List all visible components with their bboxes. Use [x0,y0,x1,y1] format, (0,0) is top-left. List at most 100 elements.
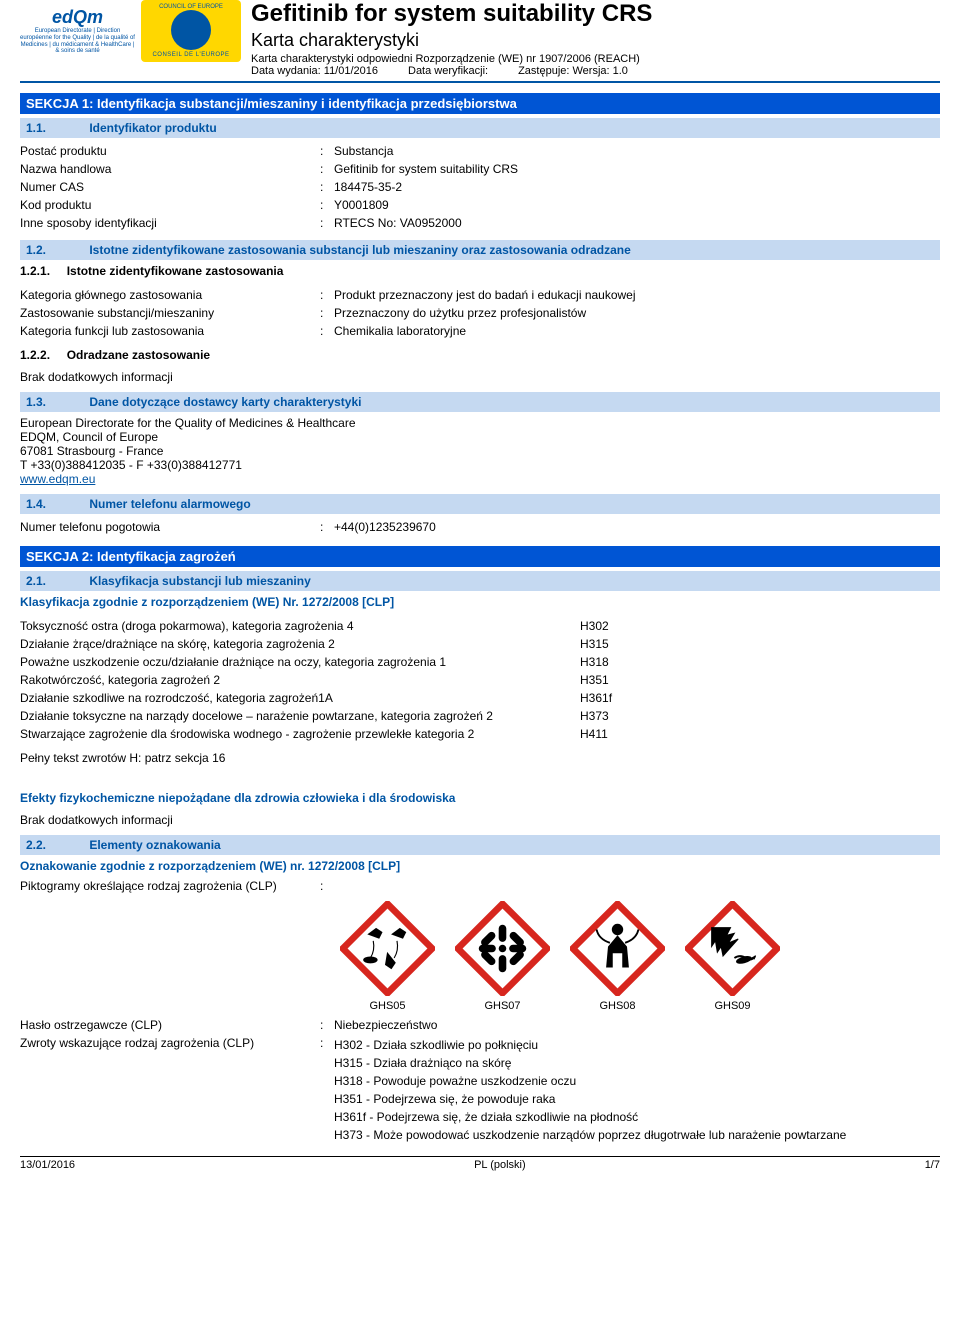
supplier-link[interactable]: www.edqm.eu [20,472,95,486]
kv-value: Przeznaczony do użytku przez profesjonal… [334,306,940,320]
hazard-statement: H373 - Może powodować uszkodzenie narząd… [334,1126,940,1144]
footer-page: 1/7 [925,1159,940,1171]
sub-1-2-1-num: 1.2.1. [20,264,50,278]
supplier-block: European Directorate for the Quality of … [20,412,940,490]
class-label: Działanie toksyczne na narządy docelowe … [20,709,580,723]
doc-title: Gefitinib for system suitability CRS [251,0,940,28]
class-code: H361f [580,691,660,705]
section-1-1-rows: Postać produktu:SubstancjaNazwa handlowa… [20,138,940,236]
kv-label: Zastosowanie substancji/mieszaniny [20,306,320,320]
class-code: H373 [580,709,660,723]
subsection-1-2: 1.2. Istotne zidentyfikowane zastosowani… [20,240,940,260]
footer-lang: PL (polski) [474,1159,526,1171]
emergency-label: Numer telefonu pogotowia [20,520,320,534]
sub-1-3-title: Dane dotyczące dostawcy karty charaktery… [89,395,361,409]
no-info-1-2-2: Brak dodatkowych informacji [20,366,940,388]
class-label: Stwarzające zagrożenie dla środowiska wo… [20,727,580,741]
classification-row: Toksyczność ostra (droga pokarmowa), kat… [20,617,940,635]
class-code: H351 [580,673,660,687]
subsection-1-3: 1.3. Dane dotyczące dostawcy karty chara… [20,392,940,412]
kv-value: RTECS No: VA0952000 [334,216,940,230]
sub-1-3-num: 1.3. [26,395,86,409]
classification-row: Stwarzające zagrożenie dla środowiska wo… [20,725,940,743]
kv-value: Substancja [334,144,940,158]
page-footer: 13/01/2016 PL (polski) 1/7 [20,1156,940,1171]
kv-row: Inne sposoby identyfikacji:RTECS No: VA0… [20,214,940,232]
document-header: edQm European Directorate | Direction eu… [20,0,940,83]
hazard-statements-list: H302 - Działa szkodliwie po połknięciuH3… [334,1036,940,1144]
hazard-statements-label: Zwroty wskazujące rodzaj zagrożenia (CLP… [20,1036,320,1144]
sub-1-2-2-title: Odradzane zastosowanie [67,348,210,362]
sub-2-2-title: Elementy oznakowania [89,838,220,852]
edqm-logo: edQm European Directorate | Direction eu… [20,0,135,62]
clp-heading: Klasyfikacja zgodnie z rozporządzeniem (… [20,591,940,613]
no-info-physchem: Brak dodatkowych informacji [20,809,940,831]
doc-regulation: Karta charakterystyki odpowiedni Rozporz… [251,53,940,65]
subsection-1-2-2: 1.2.2. Odradzane zastosowanie [20,344,940,366]
hazard-statement: H315 - Działa drażniąco na skórę [334,1054,940,1072]
pictogram-row: GHS05 GHS07 GHS08 GHS09 [340,901,940,1012]
kv-label: Nazwa handlowa [20,162,320,176]
kv-row: Kod produktu:Y0001809 [20,196,940,214]
hazard-statements-row: Zwroty wskazujące rodzaj zagrożenia (CLP… [20,1034,940,1146]
subsection-1-4: 1.4. Numer telefonu alarmowego [20,494,940,514]
picto-code: GHS08 [599,1000,635,1012]
issue-date: Data wydania: 11/01/2016 [251,65,378,77]
edqm-logo-text: edQm [52,7,103,28]
class-label: Poważne uszkodzenie oczu/działanie drażn… [20,655,580,669]
sub-1-2-title: Istotne zidentyfikowane zastosowania sub… [89,243,630,257]
coe-stars-icon [171,10,211,50]
section-1-2-1-rows: Kategoria głównego zastosowania:Produkt … [20,282,940,344]
edqm-subtext: European Directorate | Direction europée… [20,28,135,54]
kv-row: Kategoria głównego zastosowania:Produkt … [20,286,940,304]
kv-value: 184475-35-2 [334,180,940,194]
class-label: Działanie żrące/drażniące na skórę, kate… [20,637,580,651]
kv-value: Y0001809 [334,198,940,212]
classification-row: Działanie szkodliwe na rozrodczość, kate… [20,689,940,707]
hazard-statement: H361f - Podejrzewa się, że działa szkodl… [334,1108,940,1126]
coe-bottom-text: CONSEIL DE L'EUROPE [152,52,229,58]
footer-date: 13/01/2016 [20,1159,75,1171]
kv-label: Postać produktu [20,144,320,158]
picto-label: Piktogramy określające rodzaj zagrożenia… [20,879,320,893]
class-code: H318 [580,655,660,669]
subsection-1-2-1: 1.2.1. Istotne zidentyfikowane zastosowa… [20,260,940,282]
sub-1-1-title: Identyfikator produktu [89,121,216,135]
class-code: H315 [580,637,660,651]
sub-2-1-title: Klasyfikacja substancji lub mieszaniny [89,574,310,588]
coe-logo: COUNCIL OF EUROPE CONSEIL DE L'EUROPE [141,0,241,62]
class-label: Toksyczność ostra (droga pokarmowa), kat… [20,619,580,633]
physchem-heading: Efekty fizykochemiczne niepożądane dla z… [20,787,940,809]
section-2-header: SEKCJA 2: Identyfikacja zagrożeń [20,546,940,567]
ghs09-pictogram: GHS09 [685,901,780,1012]
doc-subtitle: Karta charakterystyki [251,30,940,51]
picto-code: GHS05 [369,1000,405,1012]
kv-row: Zastosowanie substancji/mieszaniny:Przez… [20,304,940,322]
sub-2-1-num: 2.1. [26,574,86,588]
kv-row: Numer CAS:184475-35-2 [20,178,940,196]
header-text-block: Gefitinib for system suitability CRS Kar… [251,0,940,77]
subsection-2-1: 2.1. Klasyfikacja substancji lub mieszan… [20,571,940,591]
signal-row: Hasło ostrzegawcze (CLP) : Niebezpieczeń… [20,1016,940,1034]
logos: edQm European Directorate | Direction eu… [20,0,241,62]
doc-meta-row: Data wydania: 11/01/2016 Data weryfikacj… [251,65,940,77]
classification-row: Rakotwórczość, kategoria zagrożeń 2H351 [20,671,940,689]
kv-label: Kod produktu [20,198,320,212]
sub-2-2-num: 2.2. [26,838,86,852]
picto-code: GHS09 [714,1000,750,1012]
kv-label: Kategoria funkcji lub zastosowania [20,324,320,338]
supplier-line-3: 67081 Strasbourg - France [20,444,940,458]
emergency-value: +44(0)1235239670 [334,520,940,534]
supplier-line-2: EDQM, Council of Europe [20,430,940,444]
class-code: H411 [580,727,660,741]
sub-1-4-title: Numer telefonu alarmowego [89,497,250,511]
section-1-header: SEKCJA 1: Identyfikacja substancji/miesz… [20,93,940,114]
kv-value: Gefitinib for system suitability CRS [334,162,940,176]
class-code: H302 [580,619,660,633]
kv-row: Kategoria funkcji lub zastosowania:Chemi… [20,322,940,340]
class-label: Działanie szkodliwe na rozrodczość, kate… [20,691,580,705]
hazard-statement: H318 - Powoduje poważne uszkodzenie oczu [334,1072,940,1090]
sub-1-2-1-title: Istotne zidentyfikowane zastosowania [67,264,284,278]
picto-label-row: Piktogramy określające rodzaj zagrożenia… [20,877,940,895]
ghs07-pictogram: GHS07 [455,901,550,1012]
